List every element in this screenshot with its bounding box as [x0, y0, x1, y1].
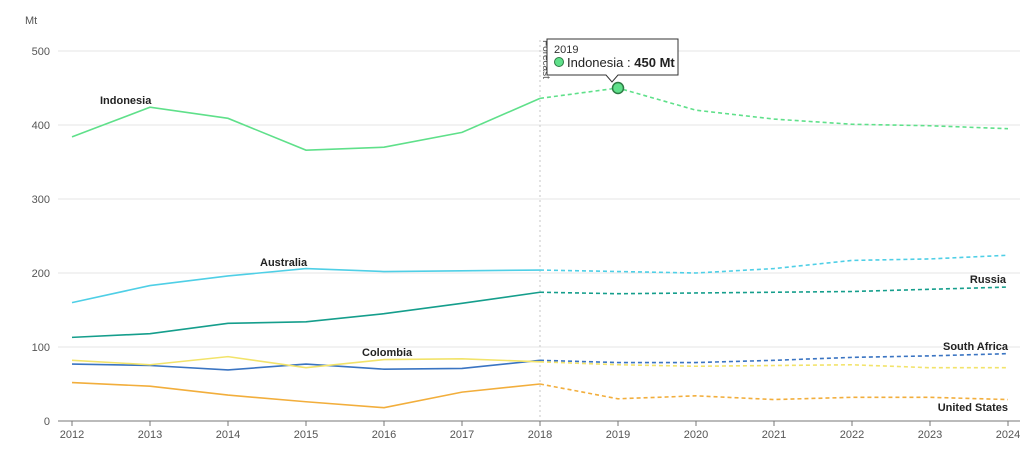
- axes: Mt 0 100 200 300 400 500 2012 2013 2014 2015 2016 2…: [25, 15, 1020, 441]
- series-line-united-states: [71, 381, 541, 409]
- y-tick-label: 200: [32, 268, 50, 280]
- series-forecast-russia: [539, 286, 1009, 295]
- tooltip-box: [546, 38, 679, 83]
- y-tick-label: 400: [32, 120, 50, 132]
- y-unit-label: Mt: [25, 15, 37, 27]
- series-label-colombia: Colombia: [362, 347, 413, 359]
- series-line-indonesia: [71, 97, 541, 151]
- series-lines: [71, 87, 1009, 409]
- series-forecast-colombia: [539, 361, 1008, 369]
- grid: [58, 50, 1020, 422]
- tooltip-year: 2019: [554, 44, 578, 56]
- x-tick-label: 2019: [606, 429, 630, 441]
- hover-point[interactable]: [611, 81, 625, 95]
- series-label-south-africa: South Africa: [943, 341, 1009, 353]
- y-tick-label: 500: [32, 46, 50, 58]
- tooltip-value: 450 Mt: [634, 55, 675, 70]
- y-tick-label: 300: [32, 194, 50, 206]
- series-line-russia: [71, 291, 541, 339]
- x-tick-label: 2013: [138, 429, 162, 441]
- x-tick-label: 2018: [528, 429, 552, 441]
- series-forecast-indonesia: [539, 87, 1009, 130]
- tooltip-series: Indonesia: [567, 55, 624, 70]
- series-line-colombia: [71, 355, 541, 369]
- tooltip-separator: :: [627, 55, 631, 70]
- series-label-australia: Australia: [260, 257, 308, 269]
- x-tick-label: 2022: [840, 429, 864, 441]
- series-label-united-states: United States: [938, 402, 1008, 414]
- y-tick-label: 100: [32, 342, 50, 354]
- series-labels: Indonesia Australia Russia South Africa Colo…: [100, 95, 1009, 414]
- series-line-australia: [71, 267, 541, 304]
- x-tick-label: 2014: [216, 429, 240, 441]
- tooltip-swatch-icon: [554, 57, 564, 67]
- forecast-label: Forecast: [540, 40, 551, 79]
- forecast-marker: Forecast: [539, 40, 551, 421]
- series-forecast-united-states: [539, 383, 1009, 401]
- y-tick-label: 0: [44, 416, 50, 428]
- tooltip: 2019 Indonesia : 450 Mt: [546, 38, 679, 95]
- x-tick-label: 2023: [918, 429, 942, 441]
- series-forecast-australia: [539, 254, 1009, 274]
- x-tick-label: 2020: [684, 429, 708, 441]
- x-tick-label: 2016: [372, 429, 396, 441]
- tooltip-text: Indonesia : 450 Mt: [567, 55, 675, 70]
- x-tick-label: 2024: [996, 429, 1020, 441]
- series-forecast-south-africa: [539, 352, 1009, 364]
- x-tick-label: 2021: [762, 429, 786, 441]
- series-label-indonesia: Indonesia: [100, 95, 152, 107]
- x-tick-label: 2015: [294, 429, 318, 441]
- x-tick-label: 2017: [450, 429, 474, 441]
- series-label-russia: Russia: [970, 274, 1007, 286]
- x-tick-label: 2012: [60, 429, 84, 441]
